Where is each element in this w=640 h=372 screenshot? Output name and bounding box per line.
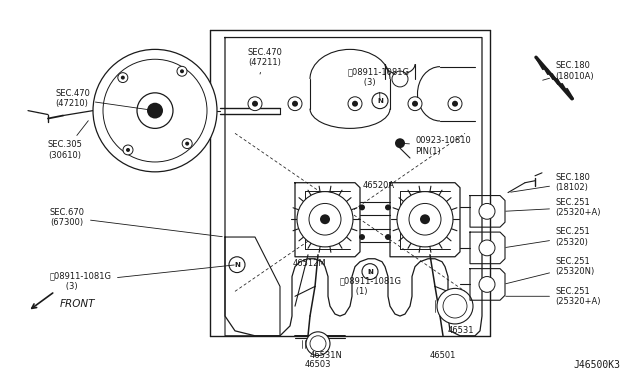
Circle shape xyxy=(409,203,441,235)
Circle shape xyxy=(126,148,130,152)
Circle shape xyxy=(348,97,362,110)
Text: SEC.251
(25320+A): SEC.251 (25320+A) xyxy=(506,198,600,217)
Text: SEC.251
(25320): SEC.251 (25320) xyxy=(506,227,589,247)
Circle shape xyxy=(352,101,358,107)
Circle shape xyxy=(288,97,302,110)
Circle shape xyxy=(147,103,163,119)
Text: ⓝ08911-1081G
      (1): ⓝ08911-1081G (1) xyxy=(340,272,402,296)
Circle shape xyxy=(93,49,217,172)
Circle shape xyxy=(180,69,184,73)
Circle shape xyxy=(408,97,422,110)
Circle shape xyxy=(395,138,405,148)
Text: N: N xyxy=(367,269,373,275)
Text: 46531N: 46531N xyxy=(310,350,343,360)
Circle shape xyxy=(137,93,173,128)
Circle shape xyxy=(103,59,207,162)
Text: N: N xyxy=(377,98,383,104)
Circle shape xyxy=(479,240,495,256)
Circle shape xyxy=(420,214,430,224)
Text: SEC.180
(18102): SEC.180 (18102) xyxy=(511,173,590,192)
Text: N: N xyxy=(234,262,240,268)
Text: 46501: 46501 xyxy=(430,350,456,360)
Circle shape xyxy=(123,145,133,155)
Text: SEC.305
(30610): SEC.305 (30610) xyxy=(48,121,88,160)
Circle shape xyxy=(443,294,467,318)
Circle shape xyxy=(182,139,192,148)
Circle shape xyxy=(177,66,187,76)
Circle shape xyxy=(309,203,341,235)
Circle shape xyxy=(359,234,365,240)
Text: FRONT: FRONT xyxy=(60,299,95,309)
Circle shape xyxy=(359,205,365,210)
Circle shape xyxy=(118,73,128,83)
Text: 46503: 46503 xyxy=(305,360,332,369)
Circle shape xyxy=(479,276,495,292)
Circle shape xyxy=(397,192,453,247)
Circle shape xyxy=(185,142,189,145)
Text: ⓝ08911-1081G
      (3): ⓝ08911-1081G (3) xyxy=(50,265,234,291)
Text: SEC.470
(47211): SEC.470 (47211) xyxy=(248,48,283,74)
Text: SEC.251
(25320N): SEC.251 (25320N) xyxy=(506,257,595,284)
Circle shape xyxy=(452,101,458,107)
Text: SEC.670
(67300): SEC.670 (67300) xyxy=(50,208,222,237)
Text: 46512M: 46512M xyxy=(293,259,326,268)
Circle shape xyxy=(297,192,353,247)
Text: 46520A: 46520A xyxy=(363,181,395,190)
Text: SEC.251
(25320+A): SEC.251 (25320+A) xyxy=(506,286,600,306)
Circle shape xyxy=(385,234,391,240)
Circle shape xyxy=(320,214,330,224)
Circle shape xyxy=(248,97,262,110)
Text: 00923-10810
PIN(1): 00923-10810 PIN(1) xyxy=(403,137,471,156)
Text: ⓝ08911-1081G
      (3): ⓝ08911-1081G (3) xyxy=(348,67,410,98)
Circle shape xyxy=(448,97,462,110)
Circle shape xyxy=(292,101,298,107)
Circle shape xyxy=(392,71,408,87)
Circle shape xyxy=(437,288,473,324)
Circle shape xyxy=(310,336,326,352)
Circle shape xyxy=(385,205,391,210)
Circle shape xyxy=(121,76,125,80)
Circle shape xyxy=(412,101,418,107)
Circle shape xyxy=(362,264,378,279)
Text: SEC.470
(47210): SEC.470 (47210) xyxy=(55,89,152,110)
Text: J46500K3: J46500K3 xyxy=(573,360,620,371)
Circle shape xyxy=(306,332,330,356)
Circle shape xyxy=(479,203,495,219)
Circle shape xyxy=(252,101,258,107)
Circle shape xyxy=(229,257,245,273)
Text: 46531: 46531 xyxy=(448,326,474,335)
Circle shape xyxy=(372,93,388,109)
Text: SEC.180
(18010A): SEC.180 (18010A) xyxy=(543,61,594,81)
